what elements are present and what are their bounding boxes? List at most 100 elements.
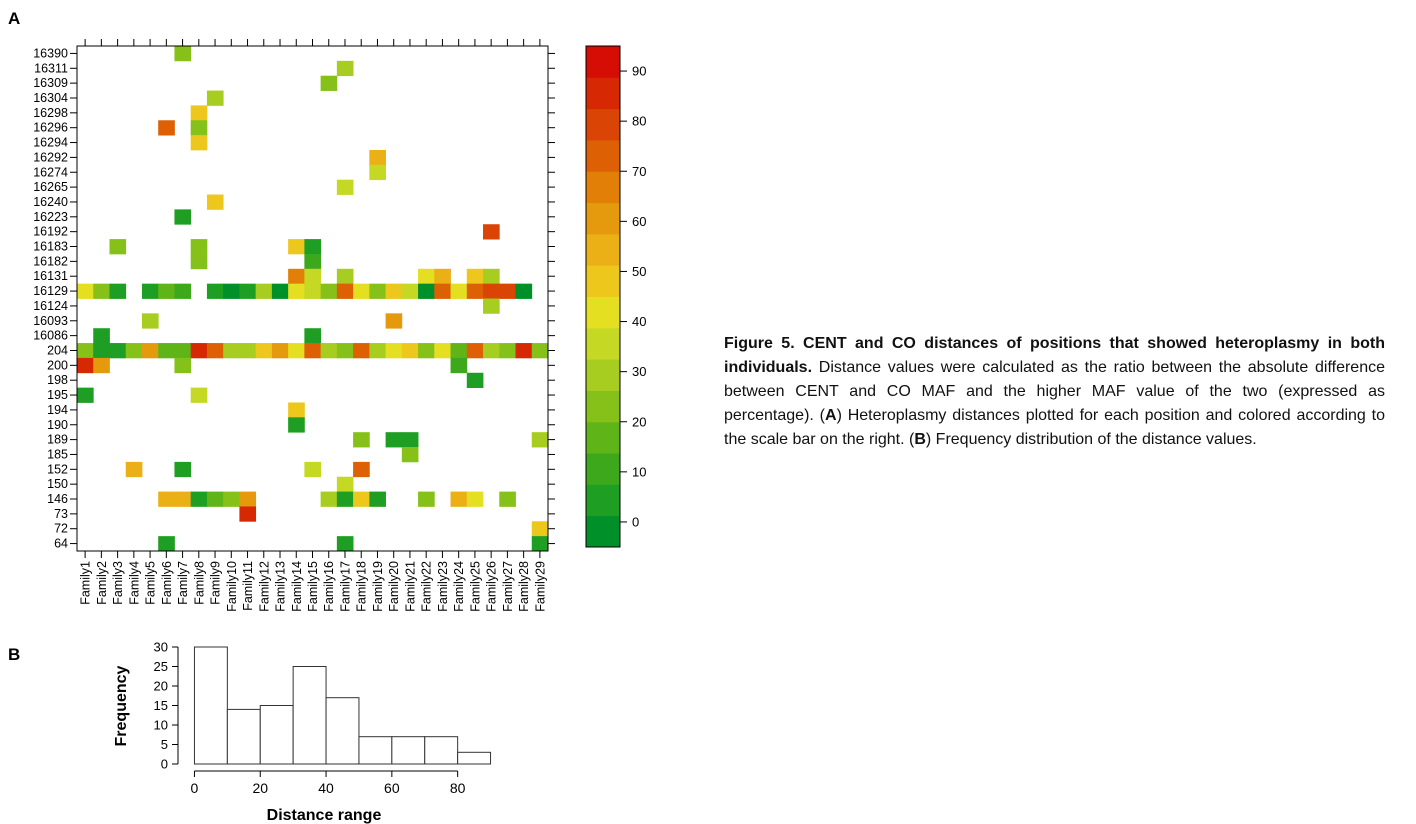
panel-a-label: A [8,9,20,28]
heatmap-cell-16274-family19 [369,164,386,181]
colorbar-segment-2 [586,453,620,485]
heatmap-cell-204-family29 [531,343,549,359]
heatmap-cell-16129-family16 [320,283,338,299]
heatmap-cell-16223-family7 [174,209,192,225]
heatmap-cell-189-family29 [531,432,549,448]
heatmap-cell-16086-family15 [304,328,322,344]
heatmap-cell-204-family12 [255,343,273,359]
heatmap-cell-146-family6 [158,491,175,507]
heatmap-cell-64-family29 [531,536,549,552]
histogram-x-tick-label-60: 60 [384,780,400,796]
heatmap-cell-190-family14 [288,417,305,433]
heatmap-cell-146-family17 [336,491,354,507]
histogram-x-tick-label-40: 40 [318,780,334,796]
heatmap-cell-16183-family8 [190,239,208,255]
colorbar-segment-3 [586,421,620,454]
heatmap-cell-16298-family8 [190,105,208,121]
histogram-bar-30-40 [292,666,327,765]
heatmap-cell-204-family15 [304,343,322,359]
colorbar-segment-13 [586,108,620,141]
heatmap-cell-146-family24 [450,491,468,507]
heatmap-cell-16131-family15 [304,268,322,285]
heatmap-cell-204-family10 [223,343,240,359]
x-tick-label-family19: Family19 [371,561,385,612]
heatmap-cell-16129-family19 [369,283,386,299]
y-tick-label-16265: 16265 [33,180,68,194]
heatmap-cell-16129-family21 [401,283,419,299]
heatmap-cell-204-family19 [369,343,386,359]
heatmap-cell-204-family2 [93,343,110,359]
heatmap-cell-189-family21 [401,432,419,448]
caption-text-3: ) Frequency distribution of the distance… [925,431,1257,448]
histogram-y-axis-label: Frequency [113,665,130,746]
y-tick-label-146: 146 [47,492,68,506]
histogram-y-tick-label-30: 30 [154,640,168,655]
heatmap-cell-64-family6 [158,536,175,552]
heatmap-cell-189-family20 [385,432,403,448]
histogram-x-tick-label-80: 80 [450,780,466,796]
colorbar-segment-5 [586,359,620,391]
heatmap-cell-200-family7 [174,357,192,374]
heatmap-cell-204-family26 [483,343,500,359]
heatmap-cell-72-family29 [531,521,549,537]
heatmap-cell-16129-family2 [93,283,110,299]
heatmap-cell-204-family3 [109,343,127,359]
histogram-bar-70-80 [424,736,459,765]
y-tick-label-16390: 16390 [33,46,68,60]
y-tick-label-16294: 16294 [33,136,68,150]
heatmap-cell-194-family14 [288,402,305,418]
heatmap-cell-16296-family6 [158,120,175,136]
caption-ref-a: A [825,407,837,424]
colorbar-segment-1 [586,484,620,517]
x-tick-label-family26: Family26 [485,561,499,612]
colorbar-tick-label-30: 30 [632,364,646,379]
histogram-x-axis-label: Distance range [267,807,382,824]
x-tick-label-family11: Family11 [241,561,255,611]
heatmap-cell-204-family14 [288,343,305,359]
heatmap-cell-16129-family20 [385,283,403,299]
y-tick-label-16086: 16086 [33,329,68,343]
heatmap-cell-16183-family3 [109,239,127,255]
heatmap-cell-204-family16 [320,343,338,359]
x-tick-label-family1: Family1 [79,561,93,605]
heatmap-cell-16390-family7 [174,46,192,62]
histogram-y-tick-label-5: 5 [161,737,168,752]
heatmap-cell-16129-family13 [271,283,289,299]
histogram-y-tick-label-20: 20 [154,679,168,694]
x-tick-label-family15: Family15 [306,561,320,612]
x-tick-label-family6: Family6 [160,561,174,605]
caption-text-2: ) Heteroplasmy distances plotted for eac… [724,407,1385,448]
x-tick-label-family17: Family17 [338,561,352,612]
heatmap-chart: 1639016311163091630416298162961629416292… [33,39,555,612]
y-tick-label-16311: 16311 [34,61,68,75]
y-tick-label-16131: 16131 [33,269,68,283]
colorbar-tick-label-80: 80 [632,114,646,129]
y-tick-label-16192: 16192 [33,225,68,239]
heatmap-cell-16129-family23 [434,283,451,299]
heatmap-cell-16129-family3 [109,283,127,299]
heatmap-cell-16129-family18 [353,283,370,299]
y-tick-label-16183: 16183 [33,240,68,254]
caption-title: Figure 5. CENT and CO distances of posit… [724,335,1385,376]
colorbar-tick-label-50: 50 [632,264,646,279]
heatmap-cell-204-family28 [515,343,533,359]
colorbar-segment-8 [586,265,620,297]
y-tick-label-16298: 16298 [33,106,68,120]
heatmap-cell-204-family1 [77,343,94,359]
colorbar-frame [585,45,621,548]
heatmap-cell-200-family24 [450,357,468,374]
y-tick-label-16292: 16292 [33,150,68,164]
heatmap-cell-16294-family8 [190,135,208,151]
x-tick-label-family21: Family21 [403,561,417,612]
heatmap-cell-16131-family23 [434,268,451,285]
y-tick-label-150: 150 [47,477,68,491]
heatmap-cell-204-family27 [499,343,516,359]
heatmap-cell-16296-family8 [190,120,208,136]
histogram-bar-60-70 [391,736,426,765]
heatmap-cell-16182-family15 [304,253,322,270]
y-tick-label-198: 198 [47,373,68,387]
heatmap-cell-185-family21 [401,447,419,463]
heatmap-cell-16131-family14 [288,268,305,285]
colorbar-tick-label-40: 40 [632,314,646,329]
